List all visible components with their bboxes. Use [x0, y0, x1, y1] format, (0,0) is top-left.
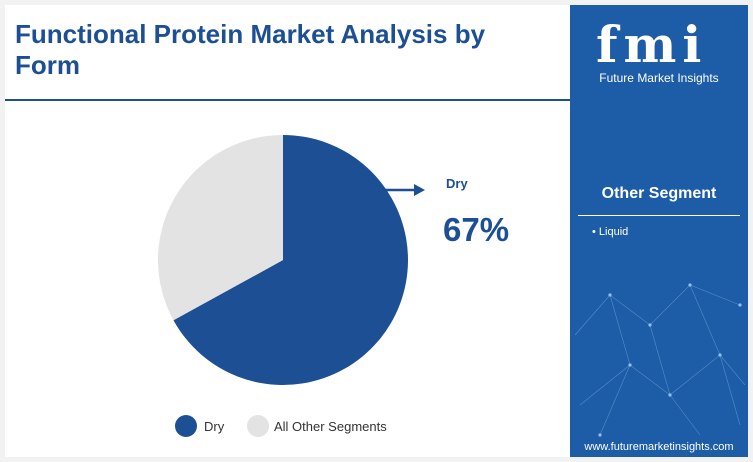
fmi-logo: fmi: [596, 15, 708, 74]
title-divider: [5, 99, 570, 101]
pie-chart: Dry Dry All Other Segments: [158, 135, 468, 437]
callout-value: 67%: [443, 211, 510, 248]
callout-arrow-head: [414, 184, 425, 196]
logo-subtitle: Future Market Insights: [599, 71, 719, 85]
callout-label: Dry: [446, 176, 468, 191]
other-segment-title: Other Segment: [601, 185, 717, 202]
sidebar: fmi Future Market Insights Other Segment…: [570, 5, 748, 457]
other-segment-divider: [578, 215, 740, 216]
chart-card: Functional Protein Market Analysis by Fo…: [5, 5, 570, 457]
legend-label-other: All Other Segments: [274, 419, 387, 434]
other-segment-item-label: Liquid: [598, 226, 629, 238]
legend-label-dry: Dry: [204, 419, 225, 434]
legend-swatch-dry: [175, 415, 197, 437]
pie-slice-dry: [173, 135, 408, 385]
pie-slice-all-other-segments: [158, 135, 283, 321]
chart-title: Functional Protein Market Analysis by Fo…: [15, 19, 486, 80]
other-segment-item: • Liquid: [592, 226, 629, 238]
pie-slices: [158, 135, 408, 385]
website-url: www.futuremarketinsights.com: [584, 441, 734, 453]
network-decoration: [574, 283, 746, 437]
legend-swatch-other: [247, 415, 269, 437]
